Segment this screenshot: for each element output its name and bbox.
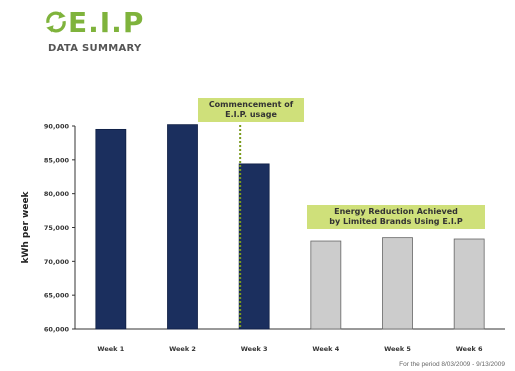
x-tick-label: Week 3 xyxy=(241,345,268,353)
logo-text: E.I.P xyxy=(68,6,145,39)
bar xyxy=(238,163,270,330)
annotation-commencement-line-2: E.I.P. usage xyxy=(225,110,277,119)
y-tick-label: 90,000 xyxy=(44,123,70,131)
footnote-period: For the period 8/03/2009 - 9/13/2009 xyxy=(399,361,505,368)
y-tick-label: 80,000 xyxy=(44,190,70,198)
annotation-energy-line-1: Energy Reduction Achieved xyxy=(334,207,458,216)
x-tick-label: Week 6 xyxy=(456,345,483,353)
annotation-energy-line-2: by Limited Brands Using E.I.P xyxy=(329,217,463,226)
y-tick-label: 65,000 xyxy=(44,292,70,300)
x-tick-label: Week 5 xyxy=(384,345,411,353)
x-tick-label: Week 4 xyxy=(312,345,339,353)
bar xyxy=(167,124,198,330)
annotation-energy-reduction: Energy Reduction Achieved by Limited Bra… xyxy=(307,205,485,229)
x-tick-label: Week 2 xyxy=(169,345,196,353)
recycle-arrows-icon xyxy=(46,11,66,33)
y-tick-label: 60,000 xyxy=(44,326,70,334)
y-tick-label: 85,000 xyxy=(44,156,70,164)
bar xyxy=(382,237,413,330)
y-tick-label: 75,000 xyxy=(44,224,70,232)
logo-subtitle: DATA SUMMARY xyxy=(48,43,142,54)
y-tick-label: 70,000 xyxy=(44,258,70,266)
bar xyxy=(453,238,485,330)
x-tick-label: Week 1 xyxy=(97,345,124,353)
annotation-commencement-line-1: Commencement of xyxy=(208,100,294,109)
bar xyxy=(95,128,127,330)
annotation-commencement: Commencement of E.I.P. usage xyxy=(198,98,304,122)
bar xyxy=(310,240,342,330)
y-axis-label: kWh per week xyxy=(21,190,31,263)
